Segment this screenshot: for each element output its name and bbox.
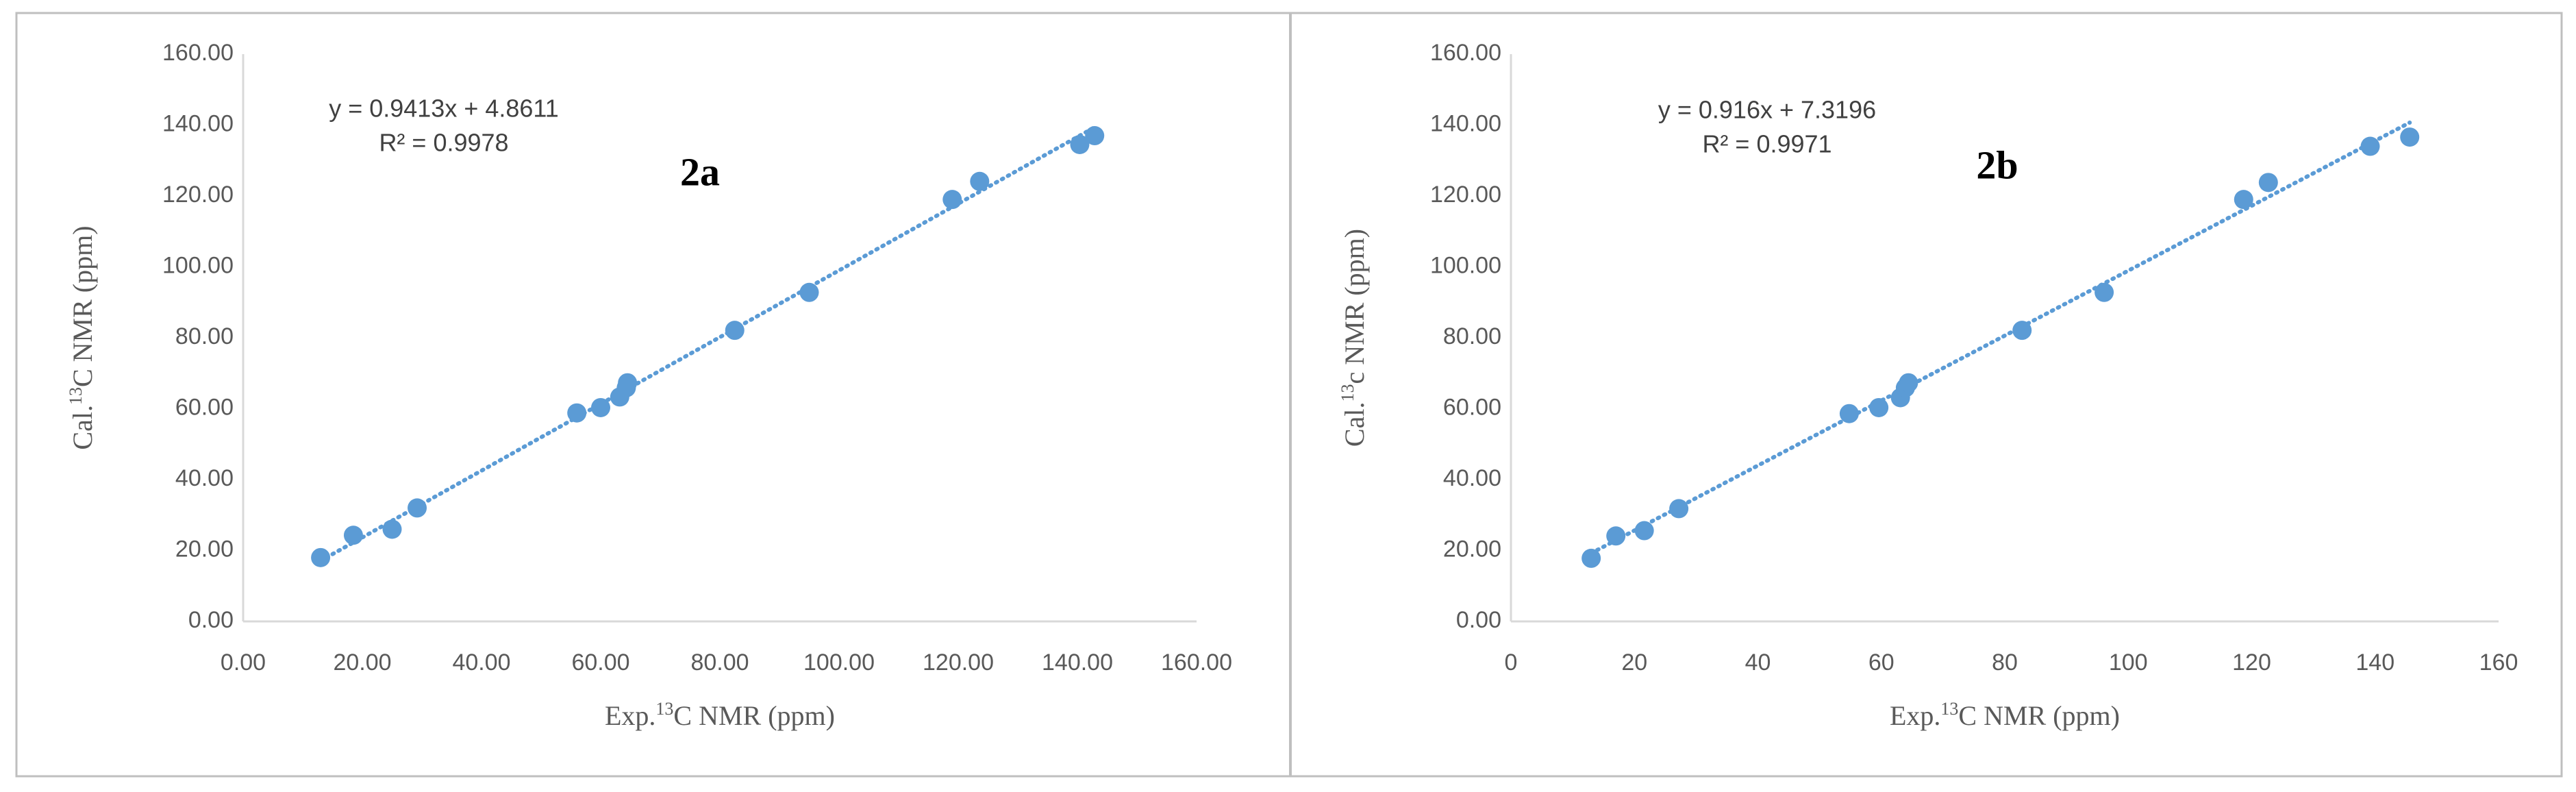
x-axis-title: Exp.13C NMR (ppm) (605, 699, 835, 731)
x-tick-label: 20 (1621, 649, 1647, 676)
point (591, 397, 610, 417)
x-tick-label: 160.00 (1161, 649, 1232, 676)
y-tick-label: 160.00 (1430, 40, 1501, 66)
point (1839, 404, 1859, 423)
y-tick-label: 40.00 (1443, 465, 1501, 491)
point (1899, 373, 1918, 393)
superscript: 13 (1940, 699, 1958, 719)
y-tick-label: 20.00 (1443, 536, 1501, 562)
y-tick-label: 40.00 (175, 465, 234, 491)
label-part: c NMR (ppm) (1339, 229, 1370, 384)
x-tick-label: 100.00 (803, 649, 875, 676)
y-tick-label: 120.00 (162, 182, 234, 208)
point (567, 403, 587, 423)
point (1085, 126, 1105, 146)
label-part: Exp. (1890, 700, 1940, 731)
x-tick-label: 20.00 (333, 649, 391, 676)
point (725, 321, 745, 341)
point (970, 171, 990, 191)
label-part: Exp. (605, 700, 655, 731)
point (2360, 136, 2380, 156)
panel-title: 2a (680, 149, 720, 194)
point (408, 498, 427, 518)
y-tick-label: 60.00 (1443, 394, 1501, 420)
superscript: 13 (655, 699, 673, 719)
point (799, 282, 819, 302)
point (2012, 321, 2032, 341)
label-part: Cal. (67, 405, 98, 450)
point (343, 525, 363, 545)
y-tick-label: 100.00 (1430, 252, 1501, 278)
r-squared: R² = 0.9971 (1702, 130, 1831, 158)
point (382, 519, 402, 539)
point (1070, 134, 1090, 154)
y-tick-label: 80.00 (175, 323, 234, 349)
x-axis-title: Exp.13C NMR (ppm) (1890, 699, 2120, 731)
y-tick-label: 60.00 (175, 394, 234, 420)
y-tick-label: 140.00 (162, 110, 234, 136)
y-tick-label: 160.00 (162, 40, 234, 66)
y-tick-label: 20.00 (175, 536, 234, 562)
point (1869, 397, 1889, 417)
label-part: Cal. (1339, 402, 1370, 447)
y-axis-title: Cal.13c NMR (ppm) (1338, 229, 1370, 447)
x-tick-label: 60.00 (571, 649, 629, 676)
y-tick-label: 0.00 (1456, 607, 1501, 633)
x-tick-label: 120.00 (923, 649, 994, 676)
x-tick-label: 140 (2355, 649, 2394, 676)
x-tick-label: 0 (1505, 649, 1518, 676)
point (1581, 548, 1601, 568)
x-tick-label: 120 (2232, 649, 2271, 676)
point (2258, 173, 2278, 193)
point (618, 373, 638, 393)
r-squared: R² = 0.9978 (379, 129, 508, 157)
x-tick-label: 80.00 (690, 649, 749, 676)
y-axis-title: Cal.13C NMR (ppm) (66, 225, 98, 449)
x-tick-label: 160 (2479, 649, 2518, 676)
label-part: C NMR (ppm) (1958, 700, 2120, 731)
x-tick-label: 0.00 (221, 649, 266, 676)
point (1634, 521, 1654, 541)
label-part: C NMR (ppm) (673, 700, 835, 731)
point (942, 190, 962, 210)
trendline (318, 125, 1097, 563)
y-tick-label: 120.00 (1430, 182, 1501, 208)
x-tick-label: 40 (1745, 649, 1771, 676)
label-part: C NMR (ppm) (67, 225, 98, 387)
x-tick-label: 60 (1868, 649, 1895, 676)
trendline-equation: y = 0.916x + 7.3196 (1658, 96, 1876, 124)
x-tick-label: 40.00 (452, 649, 510, 676)
x-tick-label: 140.00 (1042, 649, 1113, 676)
y-tick-label: 100.00 (162, 252, 234, 278)
x-tick-label: 100 (2109, 649, 2148, 676)
point (1669, 499, 1689, 519)
y-tick-label: 0.00 (188, 607, 234, 633)
trendline-equation: y = 0.9413x + 4.8611 (329, 95, 559, 123)
point (2234, 190, 2253, 210)
point (1606, 526, 1626, 546)
point (2094, 282, 2114, 302)
y-tick-label: 80.00 (1443, 323, 1501, 349)
point (2400, 127, 2420, 147)
superscript: 13 (1338, 384, 1358, 402)
panel-title: 2b (1976, 143, 2018, 187)
y-tick-label: 140.00 (1430, 110, 1501, 136)
x-tick-label: 80 (1992, 649, 2018, 676)
point (311, 547, 331, 567)
superscript: 13 (66, 387, 86, 405)
